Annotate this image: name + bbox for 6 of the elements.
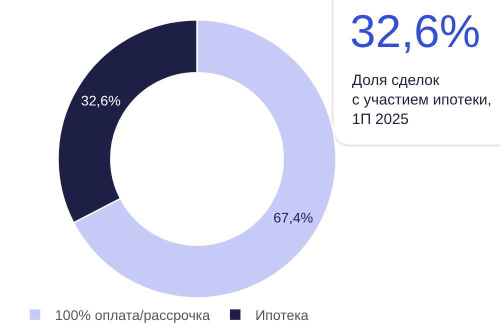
data-label: 32,6% (80, 92, 121, 108)
text: 32,6% (350, 5, 480, 57)
data-label: 67,4% (273, 209, 314, 226)
legend-label: 100% оплата/рассрочка (55, 307, 210, 324)
legend-label: Ипотека (255, 307, 309, 324)
text: Доля сделок с участием ипотеки, 1П 2025 (352, 72, 492, 128)
